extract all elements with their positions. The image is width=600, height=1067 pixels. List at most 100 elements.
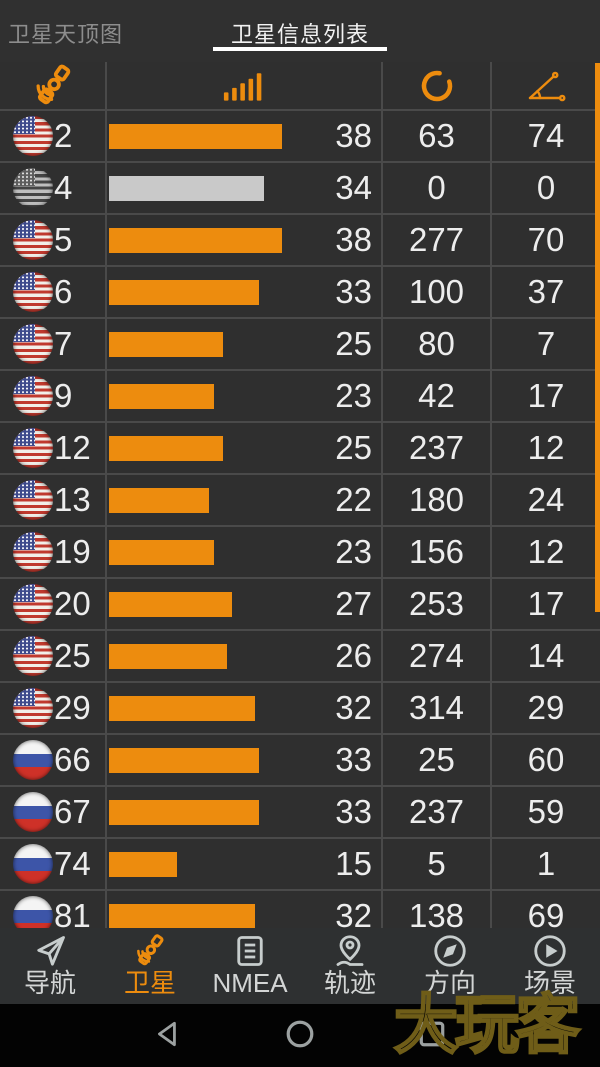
table-scrollbar[interactable] [595, 63, 600, 612]
snr-bar [109, 591, 232, 617]
snr-bar [109, 331, 223, 357]
azimuth-value: 277 [408, 221, 465, 258]
snr-bar [109, 227, 282, 253]
snr-bar [109, 383, 214, 409]
elevation-value: 60 [527, 741, 565, 778]
constellation-flag-icon [13, 636, 53, 676]
nav-item-label: 导航 [23, 968, 76, 998]
table-row[interactable]: 67 33 237 59 [0, 787, 600, 839]
snr-bar [109, 279, 259, 305]
snr-value: 38 [335, 221, 372, 258]
snr-bar [109, 799, 259, 825]
tab-satellite-list[interactable]: 卫星信息列表 [230, 22, 369, 47]
elevation-value: 70 [527, 221, 565, 258]
table-row[interactable]: 66 33 25 60 [0, 735, 600, 787]
azimuth-value: 138 [408, 897, 465, 928]
snr-bar [109, 435, 223, 461]
constellation-flag-icon [13, 324, 53, 364]
table-row[interactable]: 12 25 237 12 [0, 423, 600, 475]
tab-sky-plot[interactable]: 卫星天顶图 [8, 22, 124, 47]
table-row[interactable]: 20 27 253 17 [0, 579, 600, 631]
table-row[interactable]: 29 32 314 29 [0, 683, 600, 735]
snr-bar [109, 123, 282, 149]
navigation-arrow-icon [32, 933, 68, 969]
satellite-prn: 19 [54, 533, 91, 570]
azimuth-value: 25 [418, 741, 455, 778]
satellite-prn: 5 [54, 221, 73, 258]
table-row[interactable]: 6 33 100 37 [0, 267, 600, 319]
satellite-prn: 20 [54, 585, 91, 622]
satellite-prn: 25 [54, 637, 91, 674]
azimuth-value: 80 [418, 325, 455, 362]
nav-item-导航[interactable]: 导航 [0, 928, 100, 1004]
satellite-prn: 66 [54, 741, 91, 778]
elevation-value: 37 [527, 273, 565, 310]
constellation-flag-icon [13, 480, 53, 520]
table-row[interactable]: 81 32 138 69 [0, 891, 600, 928]
constellation-flag-icon [13, 740, 53, 780]
nav-item-label: NMEA [212, 968, 288, 998]
elevation-value: 17 [527, 585, 565, 622]
azimuth-value: 156 [408, 533, 465, 570]
azimuth-value: 314 [408, 689, 465, 726]
android-nav-bar [0, 1004, 600, 1067]
nav-item-nmea[interactable]: NMEA [200, 928, 300, 1004]
constellation-flag-icon [13, 844, 53, 884]
snr-value: 32 [335, 689, 372, 726]
snr-value: 26 [335, 637, 372, 674]
signal-strength-icon [223, 71, 265, 101]
constellation-flag-icon [13, 532, 53, 572]
table-row[interactable]: 13 22 180 24 [0, 475, 600, 527]
nav-item-卫星[interactable]: 卫星 [100, 928, 200, 1004]
back-button[interactable] [153, 1019, 183, 1049]
header-elevation [492, 62, 600, 111]
snr-bar [109, 175, 264, 201]
elevation-value: 1 [536, 845, 556, 882]
constellation-flag-icon [13, 896, 53, 928]
track-pin-icon [332, 933, 368, 969]
satellite-prn: 2 [54, 117, 73, 154]
azimuth-value: 63 [418, 117, 455, 154]
azimuth-value: 0 [427, 169, 446, 206]
table-row[interactable]: 5 38 277 70 [0, 215, 600, 267]
nav-item-场景[interactable]: 场景 [500, 928, 600, 1004]
nav-item-label: 方向 [423, 968, 476, 998]
azimuth-value: 180 [408, 481, 465, 518]
azimuth-icon [419, 68, 455, 104]
elevation-angle-icon [524, 68, 568, 104]
nav-item-方向[interactable]: 方向 [400, 928, 500, 1004]
snr-value: 38 [335, 117, 372, 154]
snr-value: 22 [335, 481, 372, 518]
snr-value: 33 [335, 741, 372, 778]
table-row[interactable]: 7 25 80 7 [0, 319, 600, 371]
active-tab-underline [213, 47, 387, 51]
table-row[interactable]: 9 23 42 17 [0, 371, 600, 423]
snr-bar [109, 695, 255, 721]
snr-value: 15 [335, 845, 372, 882]
satellite-icon [30, 63, 76, 109]
satellite-prn: 9 [54, 377, 73, 414]
header-satellite [0, 62, 107, 111]
snr-bar [109, 851, 177, 877]
snr-bar [109, 643, 227, 669]
elevation-value: 7 [536, 325, 556, 362]
snr-bar [109, 747, 259, 773]
table-row[interactable]: 2 38 63 74 [0, 111, 600, 163]
constellation-flag-icon [13, 168, 53, 208]
elevation-value: 17 [527, 377, 565, 414]
elevation-value: 74 [527, 117, 565, 154]
table-row[interactable]: 74 15 5 1 [0, 839, 600, 891]
table-row[interactable]: 4 34 0 0 [0, 163, 600, 215]
elevation-value: 59 [527, 793, 565, 830]
satellite-prn: 4 [54, 169, 73, 206]
azimuth-value: 274 [408, 637, 465, 674]
table-row[interactable]: 25 26 274 14 [0, 631, 600, 683]
nav-item-轨迹[interactable]: 轨迹 [300, 928, 400, 1004]
elevation-value: 0 [536, 169, 556, 206]
table-row[interactable]: 19 23 156 12 [0, 527, 600, 579]
recents-button[interactable] [417, 1019, 447, 1049]
home-button[interactable] [285, 1019, 315, 1049]
snr-value: 23 [335, 377, 372, 414]
constellation-flag-icon [13, 792, 53, 832]
